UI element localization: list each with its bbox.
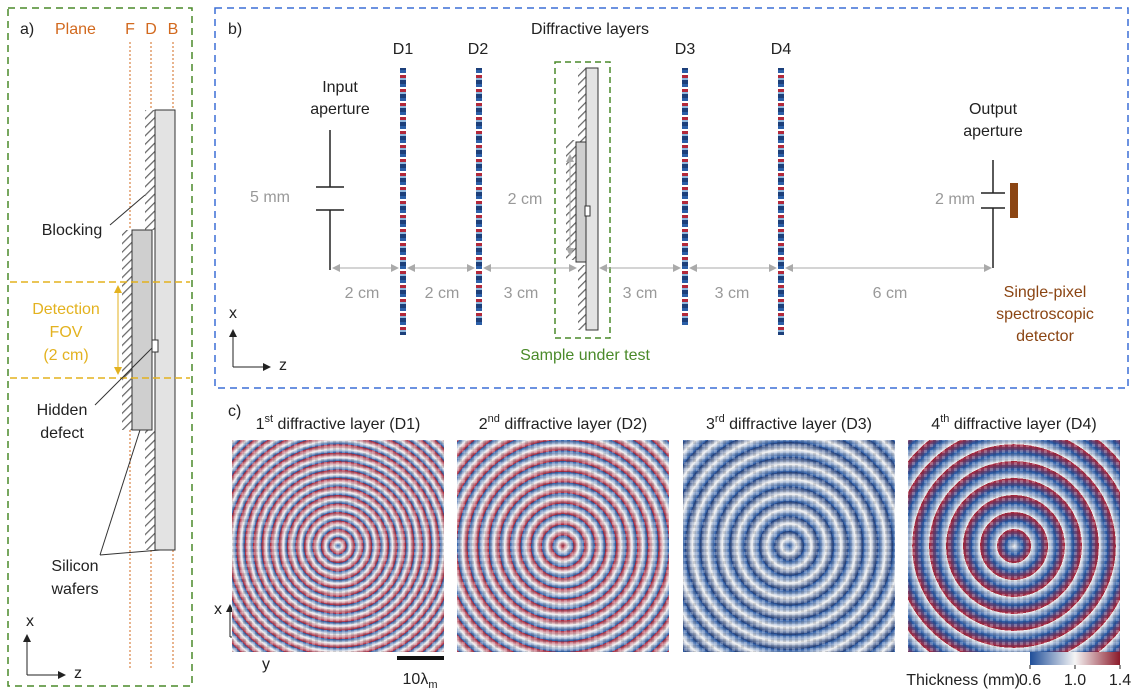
ordinal-sup: nd bbox=[488, 413, 500, 425]
colorbar-tick-label: 1.4 bbox=[1109, 672, 1131, 689]
output: Output bbox=[969, 101, 1018, 118]
defect: defect bbox=[40, 425, 84, 442]
colorbar bbox=[1030, 652, 1120, 665]
title-text: diffractive layer (D4) bbox=[949, 416, 1096, 433]
axis-y: y bbox=[262, 656, 270, 673]
fov: FOV bbox=[50, 324, 83, 341]
ordinal: 4 bbox=[931, 416, 940, 433]
output-size: 2 mm bbox=[935, 191, 975, 208]
label: c) bbox=[228, 403, 241, 420]
colorbar-tick-label: 1.0 bbox=[1064, 672, 1086, 689]
plane-d: D bbox=[145, 21, 157, 38]
scale-bar: 10λm bbox=[403, 671, 438, 691]
layer-title: 4th diffractive layer (D4) bbox=[931, 413, 1096, 433]
d2: D2 bbox=[468, 41, 489, 58]
detector: spectroscopic bbox=[996, 306, 1094, 323]
plane: Plane bbox=[55, 21, 96, 38]
distance: 3 cm bbox=[504, 285, 539, 302]
scale-sub: m bbox=[428, 679, 437, 691]
sample: Sample under test bbox=[520, 347, 650, 364]
ordinal: 3 bbox=[706, 416, 715, 433]
layer-title: 3rd diffractive layer (D3) bbox=[706, 413, 872, 433]
layer-pixels bbox=[908, 440, 1120, 652]
axis-x: x bbox=[214, 601, 222, 618]
axis-x: x bbox=[229, 305, 237, 322]
ordinal-sup: th bbox=[940, 413, 949, 425]
ordinal-sup: st bbox=[265, 413, 274, 425]
ordinal: 2 bbox=[479, 416, 488, 433]
axis-z: z bbox=[279, 357, 287, 374]
layer-title: 1st diffractive layer (D1) bbox=[256, 413, 421, 433]
scale-main: 10λ bbox=[403, 671, 429, 688]
title-text: diffractive layer (D3) bbox=[725, 416, 872, 433]
label: b) bbox=[228, 21, 242, 38]
input-size: 5 mm bbox=[250, 189, 290, 206]
title: Diffractive layers bbox=[531, 21, 649, 38]
label: a) bbox=[20, 21, 34, 38]
axis-z: z bbox=[74, 665, 82, 682]
aperture: aperture bbox=[310, 101, 370, 118]
title-text: diffractive layer (D2) bbox=[500, 416, 647, 433]
ordinal: 1 bbox=[256, 416, 265, 433]
axis-x: x bbox=[26, 613, 34, 630]
d4: D4 bbox=[771, 41, 792, 58]
wafers: wafers bbox=[50, 581, 98, 598]
fov-size: (2 cm) bbox=[43, 347, 88, 364]
distance: 2 cm bbox=[345, 285, 380, 302]
layer-pixels bbox=[457, 440, 669, 652]
distance: 6 cm bbox=[873, 285, 908, 302]
title-text: diffractive layer (D1) bbox=[273, 416, 420, 433]
d1: D1 bbox=[393, 41, 414, 58]
detector: detector bbox=[1016, 328, 1074, 345]
detector: Single-pixel bbox=[1004, 284, 1087, 301]
silicon: Silicon bbox=[51, 558, 98, 575]
panel-b: b) Diffractive layers D1 D2 D3 D4 Input … bbox=[215, 8, 1128, 388]
distance: 3 cm bbox=[623, 285, 658, 302]
layer-pixels bbox=[232, 440, 444, 652]
aperture: aperture bbox=[963, 123, 1023, 140]
d3: D3 bbox=[675, 41, 696, 58]
ordinal-sup: rd bbox=[715, 413, 725, 425]
panel-a: a) Plane F D B Blocking Detection FOV (2… bbox=[8, 8, 192, 686]
detection: Detection bbox=[32, 301, 100, 318]
figure: a) Plane F D B Blocking Detection FOV (2… bbox=[0, 0, 1137, 693]
layer-title: 2nd diffractive layer (D2) bbox=[479, 413, 647, 433]
distance: 3 cm bbox=[715, 285, 750, 302]
distance: 2 cm bbox=[425, 285, 460, 302]
colorbar-label: Thickness (mm) bbox=[906, 672, 1020, 689]
layer-pixels bbox=[683, 440, 895, 652]
input: Input bbox=[322, 79, 358, 96]
sample-size: 2 cm bbox=[508, 191, 543, 208]
plane-b: B bbox=[168, 21, 179, 38]
panel-c: c) x y 10λm Thickness (mm) 1st diffracti… bbox=[214, 403, 1131, 691]
hidden: Hidden bbox=[37, 402, 88, 419]
plane-f: F bbox=[125, 21, 135, 38]
blocking: Blocking bbox=[42, 222, 102, 239]
colorbar-tick-label: 0.6 bbox=[1019, 672, 1041, 689]
